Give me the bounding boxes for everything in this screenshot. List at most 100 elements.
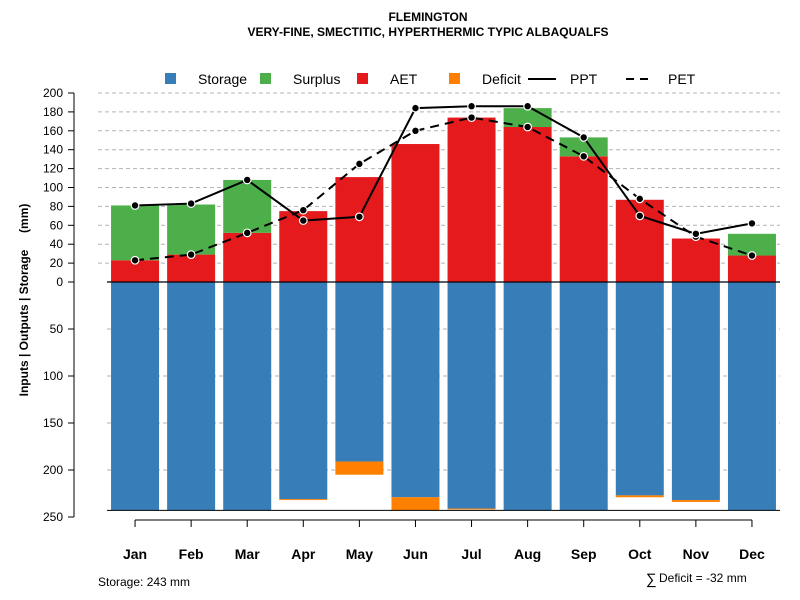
lower-tick-label-200: 200 <box>43 463 63 477</box>
ppt-pet-lines <box>134 105 753 262</box>
lower-tick-label-50: 50 <box>50 322 64 336</box>
storage-bar-feb <box>167 282 216 511</box>
ppt-point-may <box>354 212 364 222</box>
legend-label-ppt: PPT <box>570 71 598 87</box>
pet-point-mar <box>242 228 252 238</box>
upper-tick-label-40: 40 <box>50 237 64 251</box>
ppt-pet-points <box>130 101 757 265</box>
upper-tick-label-20: 20 <box>50 256 64 270</box>
pet-point-may <box>354 159 364 169</box>
surplus-bar-mar <box>223 179 272 233</box>
ppt-point-apr <box>298 216 308 225</box>
x-tick-label-may: May <box>346 546 373 562</box>
ppt-line <box>135 105 753 235</box>
pet-point-feb <box>186 250 196 259</box>
legend-swatch-deficit <box>449 73 460 84</box>
deficit-bar-jun <box>391 497 440 511</box>
storage-bar-may <box>335 282 384 462</box>
storage-bar-dec <box>727 282 776 511</box>
chart-subtitle: VERY-FINE, SMECTITIC, HYPERTHERMIC TYPIC… <box>247 25 608 39</box>
x-tick-label-nov: Nov <box>683 546 710 562</box>
surplus-bar-dec <box>727 233 776 256</box>
ppt-point-mar <box>242 175 252 185</box>
lower-gridlines <box>107 328 780 471</box>
storage-bar-jul <box>447 282 496 509</box>
legend-label-surplus: Surplus <box>293 71 340 87</box>
ppt-point-nov <box>691 229 701 239</box>
ppt-point-aug <box>523 101 533 111</box>
aet-bar-feb <box>167 254 216 282</box>
surplus-bars <box>111 108 776 261</box>
pet-point-apr <box>298 205 308 215</box>
ppt-point-dec <box>747 219 757 228</box>
deficit-bar-oct <box>615 495 664 498</box>
x-tick-label-jun: Jun <box>403 546 428 562</box>
aet-bar-dec <box>727 255 776 282</box>
x-tick-label-dec: Dec <box>739 546 765 562</box>
chart-title: FLEMINGTON <box>388 10 467 24</box>
ppt-point-oct <box>635 211 645 221</box>
deficit-bar-jul <box>447 508 496 510</box>
x-axis: Jan Feb Mar Apr May Jun Jul Aug Sep Oct Nov Dec <box>123 519 765 562</box>
x-tick-label-aug: Aug <box>514 546 541 562</box>
legend-swatch-storage <box>165 73 176 84</box>
deficit-note: Deficit = -32 mm <box>659 571 747 585</box>
storage-bar-jun <box>391 282 440 498</box>
pet-point-jul <box>467 113 476 122</box>
pet-point-oct <box>635 194 645 204</box>
x-tick-label-jan: Jan <box>123 546 147 562</box>
storage-bar-mar <box>223 282 272 511</box>
upper-tick-label-140: 140 <box>43 143 63 157</box>
aet-bar-jul <box>447 117 496 282</box>
legend-label-pet: PET <box>668 71 696 87</box>
ppt-point-jul <box>467 101 476 111</box>
x-tick-label-jul: Jul <box>461 546 481 562</box>
y-axis-label: Inputs | Outputs | Storage (mm) <box>17 204 31 397</box>
x-tick-label-oct: Oct <box>628 546 652 562</box>
upper-tick-label-0: 0 <box>56 275 63 289</box>
storage-note: Storage: 243 mm <box>98 575 190 589</box>
storage-bar-nov <box>671 282 720 501</box>
x-tick-label-feb: Feb <box>179 546 204 562</box>
ppt-point-sep <box>579 133 589 142</box>
x-tick-label-mar: Mar <box>235 546 260 562</box>
legend-label-deficit: Deficit <box>482 71 521 87</box>
storage-bar-aug <box>503 282 552 511</box>
aet-bar-nov <box>671 238 720 282</box>
legend-swatch-aet <box>357 73 368 84</box>
aet-bar-mar <box>223 232 272 282</box>
surplus-bar-sep <box>559 137 608 157</box>
aet-bar-may <box>335 177 384 282</box>
upper-tick-label-200: 200 <box>43 86 63 100</box>
ppt-point-jun <box>411 103 420 113</box>
lower-tick-label-250: 250 <box>43 510 63 524</box>
legend-swatch-surplus <box>260 73 271 84</box>
aet-bar-sep <box>559 156 608 282</box>
pet-point-jan <box>130 255 140 265</box>
ppt-point-jan <box>130 201 140 210</box>
storage-bar-jan <box>111 282 160 511</box>
upper-tick-label-100: 100 <box>43 181 63 195</box>
deficit-bar-may <box>335 461 384 475</box>
storage-bar-apr <box>279 282 328 500</box>
storage-bar-oct <box>615 282 664 496</box>
pet-point-dec <box>747 251 757 260</box>
deficit-bar-nov <box>671 500 720 502</box>
upper-tick-label-60: 60 <box>50 218 64 232</box>
lower-y-axis: 50 100 150 200 250 <box>43 282 75 524</box>
pet-point-jun <box>411 126 420 136</box>
surplus-bar-jan <box>111 205 160 261</box>
upper-tick-label-80: 80 <box>50 199 64 213</box>
surplus-bar-feb <box>167 204 216 255</box>
legend: Storage Surplus AET Deficit PPT PET <box>165 71 696 87</box>
storage-bars <box>111 282 776 511</box>
aet-bar-jun <box>391 144 440 282</box>
deficit-bar-apr <box>279 499 328 501</box>
pet-line <box>134 116 753 262</box>
pet-point-aug <box>523 122 533 132</box>
upper-y-axis: 0 20 40 60 80 100 120 140 160 180 200 <box>43 86 75 289</box>
x-tick-label-apr: Apr <box>291 546 316 562</box>
x-tick-label-sep: Sep <box>571 546 597 562</box>
